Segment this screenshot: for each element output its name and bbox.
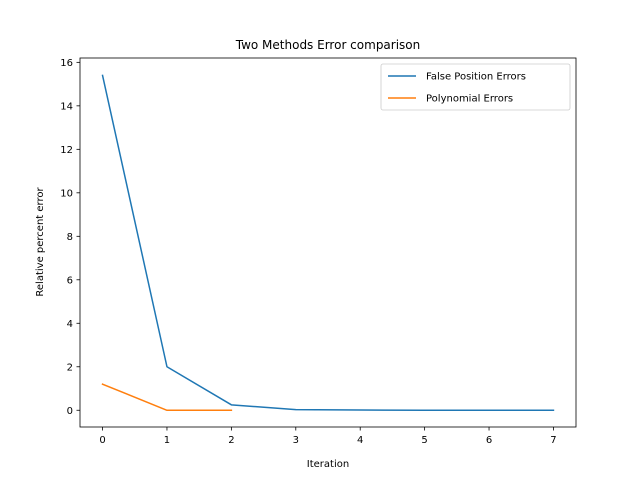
series-line-0 <box>101 74 555 412</box>
legend-box <box>380 63 571 111</box>
x-tick-label: 0 <box>99 435 105 446</box>
plot-frame <box>79 57 577 428</box>
x-tick-label: 1 <box>164 435 170 446</box>
y-tick-label: 8 <box>67 232 73 243</box>
x-tick-label: 2 <box>228 435 234 446</box>
x-tick-label: 6 <box>486 435 492 446</box>
x-tick-label: 7 <box>550 435 556 446</box>
y-axis-label: Relative percent error <box>35 187 46 297</box>
chart-title: Two Methods Error comparison <box>235 38 421 52</box>
x-tick-label: 5 <box>421 435 427 446</box>
y-tick-label: 12 <box>60 145 73 156</box>
y-tick-label: 14 <box>60 101 73 112</box>
series-line-1 <box>101 383 233 412</box>
y-tick-label: 0 <box>67 406 73 417</box>
x-tick-label: 3 <box>293 435 299 446</box>
legend-label-0: False Position Errors <box>426 72 526 83</box>
x-axis-label: Iteration <box>307 459 349 470</box>
x-tick-label: 4 <box>357 435 363 446</box>
y-tick-label: 2 <box>67 362 73 373</box>
y-tick-label: 10 <box>60 188 73 199</box>
y-tick-label: 16 <box>60 58 73 69</box>
legend: False Position Errors Polynomial Errors <box>380 63 571 111</box>
y-tick-label: 4 <box>67 319 73 330</box>
legend-label-1: Polynomial Errors <box>426 94 513 105</box>
y-tick-label: 6 <box>67 275 73 286</box>
